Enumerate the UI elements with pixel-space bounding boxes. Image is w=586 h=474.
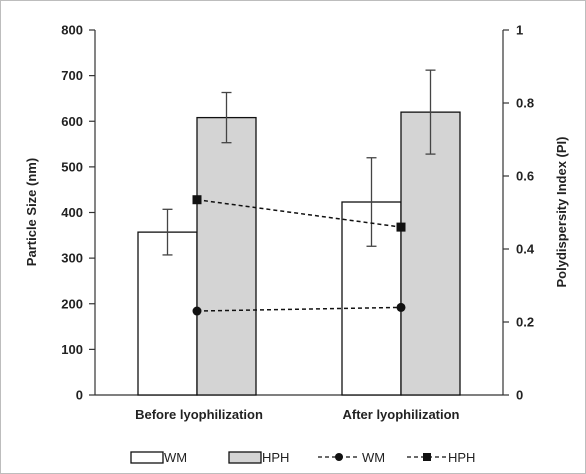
legend-label-hph-line: HPH xyxy=(448,450,475,465)
bar-hph-1 xyxy=(400,111,461,396)
y-axis-title: Particle Size (nm) xyxy=(24,158,39,266)
right-tick-label: 0.4 xyxy=(516,242,535,257)
point-wm-circle-1 xyxy=(396,302,406,312)
legend-label-hph-bar: HPH xyxy=(262,450,289,465)
left-tick-label: 200 xyxy=(61,296,83,311)
left-tick-label: 500 xyxy=(61,159,83,174)
left-tick-label: 700 xyxy=(61,68,83,83)
legend-marker-circle xyxy=(335,453,343,461)
point-hph-square-0 xyxy=(192,195,202,205)
right-tick-label: 0.8 xyxy=(516,96,534,111)
legend-swatch-hph-bar xyxy=(228,451,262,464)
left-tick-label: 600 xyxy=(61,114,83,129)
left-tick-label: 300 xyxy=(61,251,83,266)
legend-swatch-wm-bar xyxy=(130,451,164,464)
category-label-before: Before lyophilization xyxy=(135,407,263,422)
legend-label-wm-bar: WM xyxy=(164,450,187,465)
legend-item-hph-bar: HPH xyxy=(228,450,289,465)
left-axis-ticks: 0 100 200 300 400 500 600 700 800 xyxy=(61,23,95,403)
legend-item-wm-line: WM xyxy=(318,450,385,465)
left-tick-label: 0 xyxy=(76,388,83,403)
right-tick-label: 0.2 xyxy=(516,315,534,330)
line-series-wm-circle xyxy=(196,306,402,312)
legend-marker-square xyxy=(423,453,431,461)
left-tick-label: 800 xyxy=(61,23,83,38)
bar-layer xyxy=(137,111,461,396)
right-tick-label: 0.6 xyxy=(516,169,534,184)
errorbar-layer xyxy=(162,69,436,256)
y2-axis-title: Polydispersity Index (PI) xyxy=(554,137,569,288)
left-tick-label: 400 xyxy=(61,205,83,220)
bar-wm-0 xyxy=(137,231,198,396)
left-tick-label: 100 xyxy=(61,342,83,357)
point-wm-circle-0 xyxy=(192,306,202,316)
legend-label-wm-line: WM xyxy=(362,450,385,465)
line-layer xyxy=(192,195,406,316)
right-axis-ticks: 0 0.2 0.4 0.6 0.8 1 xyxy=(503,23,535,403)
line-series-hph-square xyxy=(196,198,402,228)
legend-item-hph-line: HPH xyxy=(407,450,475,465)
legend: WM HPH WM HPH xyxy=(130,450,475,465)
bar-hph-0 xyxy=(196,116,257,396)
right-tick-label: 0 xyxy=(516,388,523,403)
point-hph-square-1 xyxy=(396,222,406,232)
category-label-after: After lyophilization xyxy=(343,407,460,422)
right-tick-label: 1 xyxy=(516,23,523,38)
legend-item-wm-bar: WM xyxy=(130,450,187,465)
